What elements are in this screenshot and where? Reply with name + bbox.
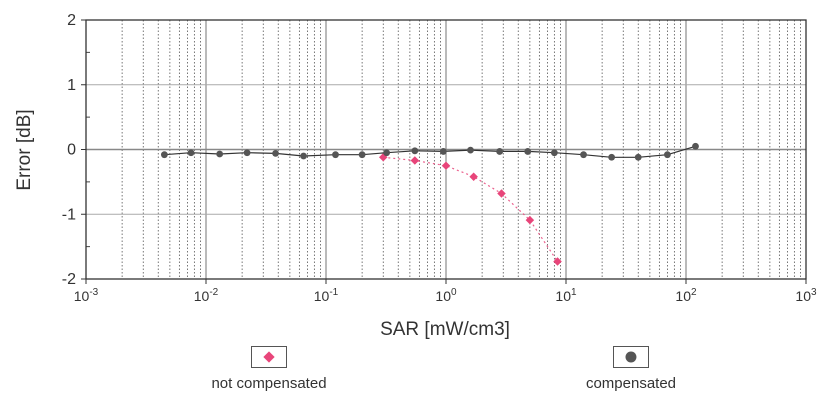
series-line-compensated [164, 145, 696, 158]
legend-label-not-compensated: not compensated [211, 375, 327, 392]
y-axis-label: Error [dB] [14, 109, 35, 190]
data-point-compensated [608, 153, 616, 161]
diamond-marker-icon [263, 351, 275, 363]
data-point-compensated [524, 148, 532, 155]
x-tick-label: 10-3 [74, 287, 99, 304]
series-line-not-compensated [383, 156, 558, 262]
data-point-not-compensated [553, 257, 562, 266]
data-point-compensated [496, 148, 504, 155]
data-point-compensated [272, 149, 279, 157]
legend-label-compensated: compensated [585, 375, 677, 392]
y-tick-label: 2 [67, 12, 76, 29]
x-axis-label: SAR [mW/cm3] [380, 319, 510, 340]
data-point-compensated [411, 147, 419, 155]
data-point-compensated [358, 151, 366, 159]
data-point-not-compensated [497, 189, 506, 198]
data-point-compensated [439, 148, 447, 155]
data-point-compensated [383, 149, 391, 157]
data-point-compensated [332, 151, 339, 159]
y-tick-label: -1 [62, 206, 76, 223]
series-layer [160, 142, 699, 266]
data-point-compensated [216, 150, 224, 158]
data-point-not-compensated [469, 172, 478, 181]
data-point-compensated [664, 151, 671, 159]
x-tick-label: 10-2 [194, 287, 219, 304]
y-tick-label: 1 [67, 77, 76, 94]
data-point-compensated [160, 151, 168, 159]
data-point-compensated [550, 149, 558, 157]
x-tick-label: 102 [675, 287, 697, 304]
data-point-compensated [300, 152, 307, 160]
data-point-compensated [692, 142, 699, 150]
circle-marker-icon [625, 351, 637, 363]
x-tick-label: 10-1 [314, 287, 339, 304]
legend-not-compensated: not compensated [176, 346, 362, 392]
x-tick-label: 100 [435, 287, 457, 304]
x-tick-label: 103 [795, 287, 817, 304]
data-point-not-compensated [441, 161, 451, 170]
axes [81, 19, 807, 284]
legend-compensated: compensated [556, 346, 706, 392]
y-tick-label: 0 [67, 142, 76, 159]
data-point-compensated [467, 146, 474, 154]
data-point-compensated [243, 149, 251, 157]
data-point-compensated [634, 153, 642, 161]
y-tick-label: -2 [62, 271, 76, 288]
legend-swatch-compensated [613, 346, 649, 368]
x-tick-label: 101 [555, 287, 577, 304]
legend-swatch-not-compensated [251, 346, 287, 368]
data-point-compensated [580, 151, 587, 159]
data-point-compensated [187, 149, 195, 157]
data-point-not-compensated [410, 156, 420, 165]
